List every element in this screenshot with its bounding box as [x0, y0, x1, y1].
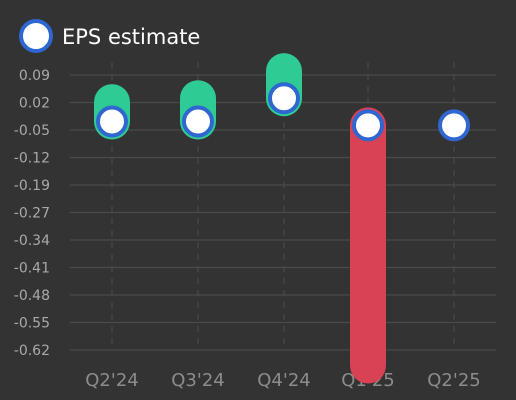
y-tick-label: -0.27 — [14, 206, 50, 222]
x-tick-label: Q4'24 — [257, 370, 310, 391]
x-tick-label: Q2'24 — [85, 370, 138, 391]
y-tick-label: 0.09 — [19, 68, 50, 84]
estimate-marker — [268, 82, 300, 115]
estimate-marker — [352, 109, 384, 142]
y-tick-label: -0.34 — [14, 233, 50, 249]
estimate-marker — [96, 105, 128, 138]
estimate-marker — [182, 105, 214, 138]
y-tick-label: -0.12 — [14, 151, 50, 167]
legend: EPS estimate — [19, 19, 200, 53]
y-tick-label: -0.19 — [14, 178, 50, 194]
x-tick-label: Q3'24 — [171, 370, 224, 391]
y-tick-label: -0.05 — [14, 123, 50, 139]
estimate-markers — [96, 82, 470, 142]
y-tick-label: -0.55 — [14, 316, 50, 332]
y-tick-label: -0.48 — [14, 288, 50, 304]
y-gridlines — [70, 74, 496, 351]
legend-marker — [19, 19, 53, 53]
y-tick-label: 0.02 — [19, 96, 50, 112]
legend-label: EPS estimate — [62, 25, 200, 49]
estimate-marker — [438, 109, 470, 142]
y-tick-label: -0.41 — [14, 261, 50, 277]
y-tick-label: -0.62 — [14, 343, 50, 359]
result-bars — [94, 53, 386, 384]
result-bar — [350, 107, 386, 384]
y-axis-ticks: 0.09 0.02 -0.05 -0.12 -0.19 -0.27 -0.34 -0.41 -0… — [14, 68, 50, 359]
x-tick-label: Q2'25 — [427, 370, 480, 391]
